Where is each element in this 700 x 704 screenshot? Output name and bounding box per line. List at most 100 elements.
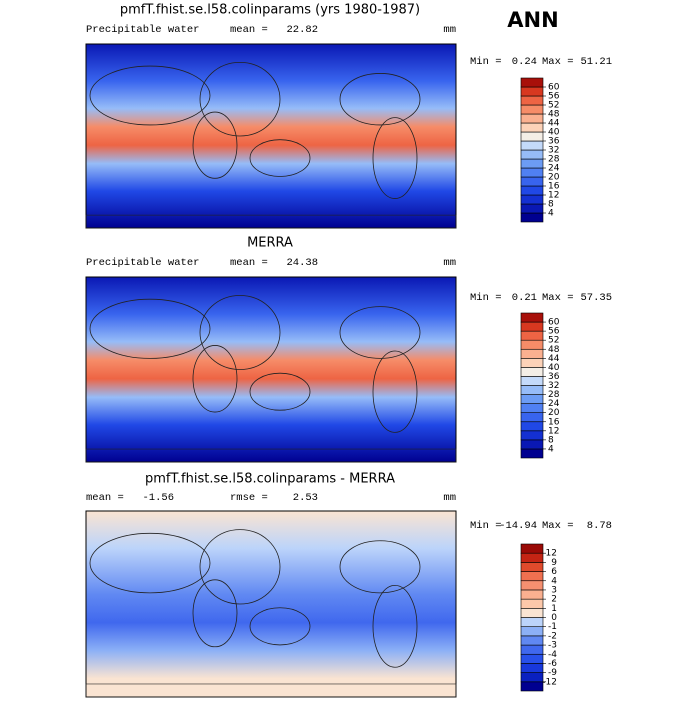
stat-value: 22.82 — [286, 24, 318, 36]
colorbar-bin — [520, 663, 544, 673]
coastline — [372, 585, 418, 668]
colorbar-bin — [520, 385, 544, 395]
units: mm — [443, 24, 456, 36]
stat-value: -1.56 — [142, 492, 174, 504]
colorbar-label: 24 — [548, 164, 560, 174]
coastline — [249, 372, 311, 411]
stat-value: 2.53 — [293, 492, 318, 504]
colorbar-bin — [520, 212, 544, 223]
colorbar-label: -9 — [548, 668, 557, 678]
max-value: 57.35 — [580, 292, 612, 304]
colorbar-label: 4 — [551, 576, 557, 586]
colorbar-label: 48 — [548, 345, 560, 355]
colorbar-bin — [520, 608, 544, 618]
colorbar-label: 40 — [548, 363, 560, 373]
colorbar-bin — [520, 448, 544, 459]
min-value: 0.24 — [512, 56, 537, 68]
colorbar-label: 16 — [548, 417, 560, 427]
colorbar-label: 44 — [548, 354, 560, 364]
colorbar-label: 20 — [548, 173, 560, 183]
colorbar-label: 20 — [548, 408, 560, 418]
colorbar-bin — [520, 86, 544, 97]
colorbar-bin — [520, 394, 544, 404]
colorbar-bin — [520, 348, 544, 359]
max-label: Max = — [542, 520, 574, 532]
colorbar-bin — [520, 140, 544, 151]
map-field — [85, 276, 457, 463]
colorbar-bin — [520, 430, 544, 441]
max-value: 51.21 — [580, 56, 612, 68]
colorbar-bin — [520, 358, 544, 368]
coastline — [192, 111, 238, 179]
colorbar-bin — [520, 644, 544, 655]
max-label: Max = — [542, 292, 574, 304]
panel-title: MERRA — [247, 236, 293, 251]
antarctica — [85, 683, 457, 698]
colorbar-label: 8 — [548, 435, 554, 445]
stat-label: mean = — [230, 24, 268, 36]
coastline — [249, 139, 311, 177]
min-label: Min = — [470, 292, 502, 304]
colorbar-bin — [520, 122, 544, 133]
coastline — [339, 306, 421, 359]
colorbar-bin — [520, 412, 544, 423]
colorbar-label: 56 — [548, 92, 560, 102]
colorbar-label: 32 — [548, 381, 559, 391]
colorbar-label: 48 — [548, 110, 560, 120]
colorbar-bin — [520, 580, 544, 591]
colorbar-label: 56 — [548, 327, 560, 337]
colorbar-label: 40 — [548, 128, 560, 138]
map-field — [85, 510, 457, 698]
colorbar-label: 32 — [548, 146, 559, 156]
colorbar-label: -4 — [548, 650, 557, 660]
colorbar-bin — [520, 312, 544, 323]
colorbar-bin — [520, 167, 544, 178]
colorbar-bin — [520, 185, 544, 196]
colorbar-label: 60 — [548, 83, 560, 93]
coastline — [199, 295, 281, 370]
field-label: Precipitable water — [86, 24, 199, 36]
units: mm — [443, 257, 456, 269]
colorbar-bin — [520, 562, 544, 572]
colorbar-bin — [520, 653, 544, 664]
coastline — [192, 345, 238, 413]
units: mm — [443, 492, 456, 504]
colorbar-bin — [520, 681, 544, 692]
max-label: Max = — [542, 56, 574, 68]
coastline — [249, 607, 311, 646]
colorbar-label: 52 — [548, 101, 559, 111]
stat-value: 24.38 — [286, 257, 318, 269]
colorbar-label: 16 — [548, 182, 560, 192]
colorbar-label: 12 — [548, 191, 559, 201]
colorbar-bin — [520, 95, 544, 106]
colorbar-label: 0 — [551, 613, 557, 623]
max-value: 8.78 — [587, 520, 612, 532]
coastline — [192, 579, 238, 648]
colorbar-label: 3 — [551, 585, 557, 595]
min-label: Min = — [470, 56, 502, 68]
field-label: Precipitable water — [86, 257, 199, 269]
colorbar-label: 4 — [548, 209, 554, 219]
colorbar-label: 2 — [551, 595, 557, 605]
colorbar-bin — [520, 376, 544, 386]
colorbar-bin — [520, 194, 544, 205]
colorbar-bin — [520, 321, 544, 332]
stat-label: mean = — [86, 492, 124, 504]
coastline — [89, 298, 211, 359]
colorbar-bin — [520, 113, 544, 124]
colorbar-label: 6 — [551, 567, 557, 577]
panel-title: pmfT.fhist.se.l58.colinparams (yrs 1980-… — [120, 3, 420, 18]
colorbar-label: 52 — [548, 336, 559, 346]
colorbar-label: 12 — [548, 426, 559, 436]
colorbar-bin — [520, 543, 544, 554]
colorbar-bin — [520, 552, 544, 563]
colorbar-label: 36 — [548, 372, 560, 382]
antarctica — [85, 214, 457, 229]
colorbar-bin — [520, 635, 544, 646]
colorbar-label: -6 — [548, 659, 557, 669]
colorbar-bin — [520, 598, 544, 609]
colorbar-label: 28 — [548, 390, 560, 400]
coastline — [89, 532, 211, 594]
colorbar-label: 12 — [546, 549, 557, 559]
